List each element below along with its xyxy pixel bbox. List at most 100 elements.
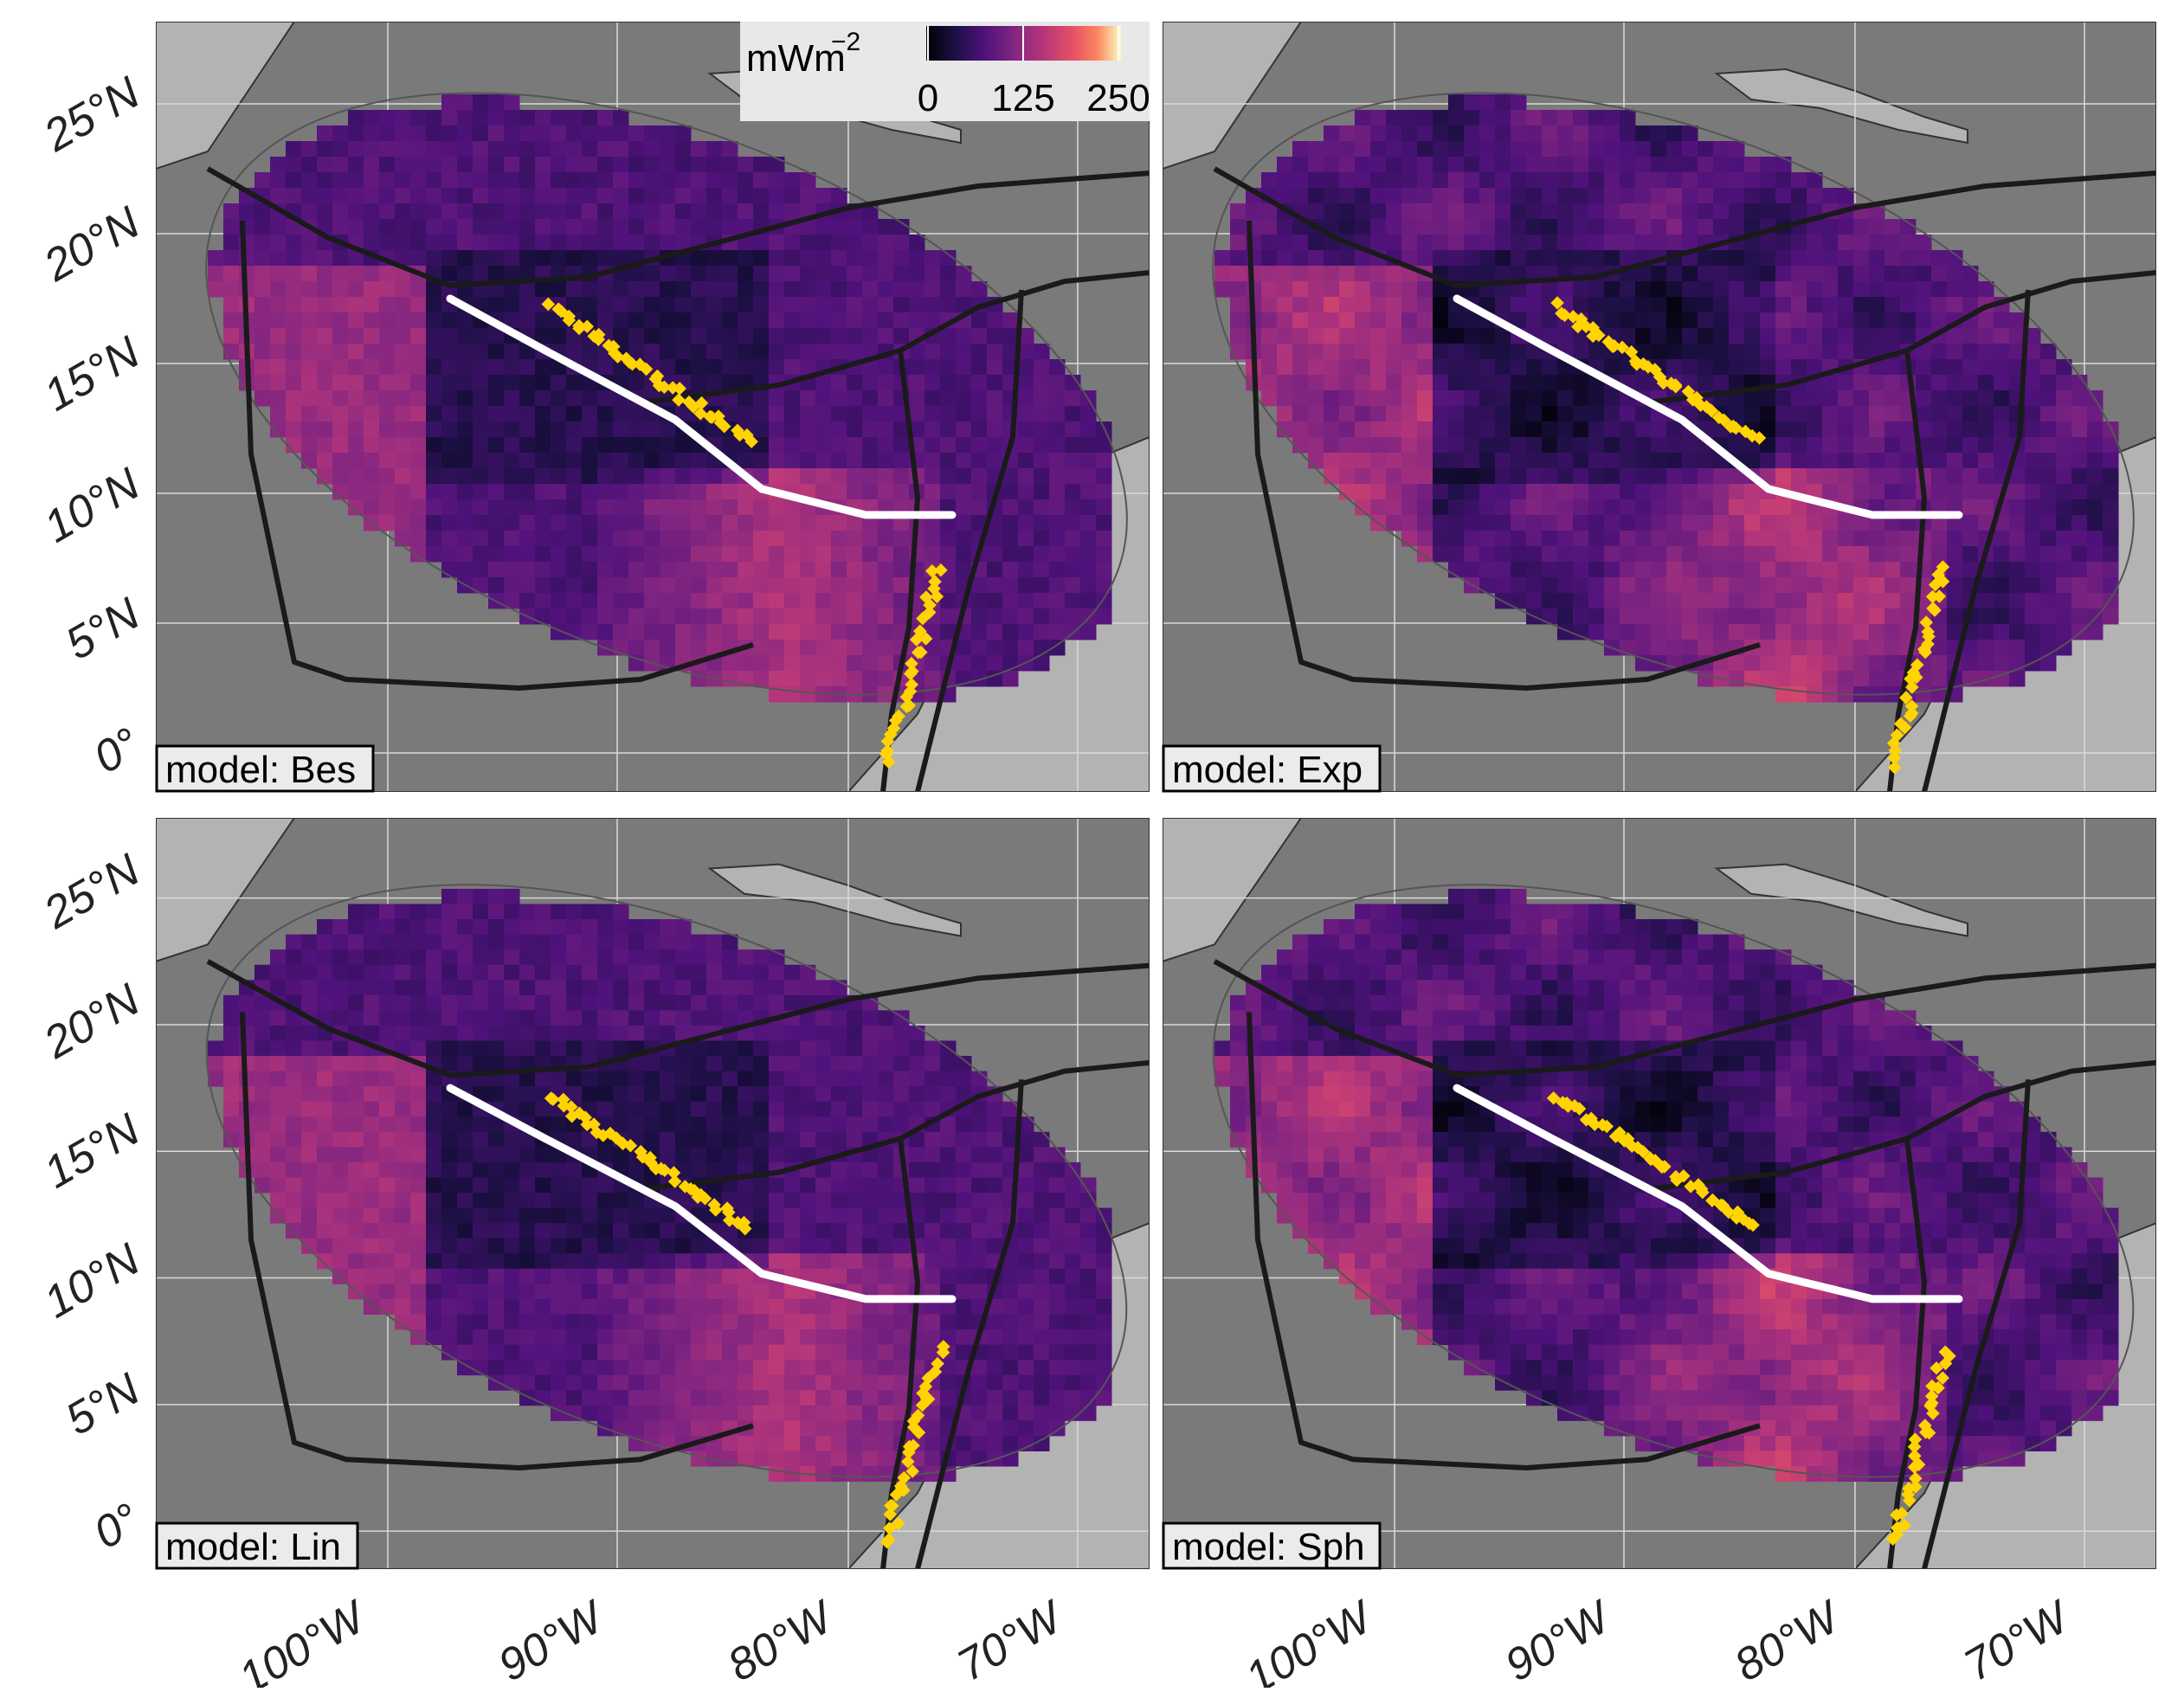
heat-cell (769, 608, 785, 625)
heat-cell (473, 453, 489, 469)
heat-cell (2087, 499, 2103, 516)
heat-cell (940, 453, 957, 469)
heat-cell (644, 1406, 660, 1421)
heat-cell (971, 1116, 988, 1132)
heat-cell (1666, 515, 1683, 531)
heat-cell (675, 266, 692, 282)
heat-cell (488, 390, 505, 407)
heat-cell (1355, 188, 1371, 204)
heat-cell (691, 624, 707, 640)
heat-cell (441, 125, 458, 142)
heat-cell (644, 1360, 660, 1375)
heat-cell (956, 281, 972, 298)
heat-cell (348, 110, 364, 126)
heat-cell (800, 1390, 816, 1406)
heat-cell (1604, 390, 1620, 407)
heat-cell (582, 453, 598, 469)
heat-cell (488, 1283, 505, 1299)
heat-cell (987, 328, 1003, 344)
heat-cell (1822, 390, 1839, 407)
heat-cell (410, 1177, 427, 1193)
heat-cell (426, 421, 442, 438)
heat-cell (286, 1193, 302, 1208)
heat-cell (1355, 266, 1371, 282)
heat-cell (644, 125, 660, 142)
heat-cell (753, 390, 770, 407)
heat-cell (566, 281, 583, 298)
heat-cell (1588, 515, 1605, 531)
heat-cell (2025, 531, 2041, 547)
heat-cell (722, 1071, 738, 1087)
heat-cell (987, 1147, 1003, 1162)
heat-cell (566, 531, 583, 547)
heat-cell (1495, 203, 1511, 220)
heat-cell (286, 1116, 302, 1132)
heat-cell (1324, 359, 1340, 376)
heat-cell (660, 1345, 676, 1361)
heat-cell (426, 297, 442, 313)
heat-cell (582, 577, 598, 594)
heat-cell (254, 1086, 271, 1102)
heat-cell (800, 250, 816, 267)
heat-cell (909, 297, 925, 313)
heat-cell (379, 437, 396, 454)
heat-cell (1853, 624, 1870, 640)
heat-cell (1080, 546, 1097, 563)
heat-cell (1370, 468, 1387, 485)
heat-cell (1760, 593, 1776, 609)
heat-cell (566, 375, 583, 391)
heat-cell (847, 1040, 863, 1056)
heat-cell (566, 188, 583, 204)
heat-cell (426, 919, 442, 935)
heat-cell (722, 995, 738, 1011)
heat-cell (1448, 359, 1465, 376)
heat-cell (800, 1223, 816, 1238)
heat-cell (753, 453, 770, 469)
heat-cell (2056, 546, 2072, 563)
heat-cell (675, 281, 692, 298)
heat-cell (878, 297, 894, 313)
heat-cell (2040, 421, 2057, 438)
heat-cell (364, 141, 380, 158)
heat-cell (426, 110, 442, 126)
heat-cell (1401, 157, 1418, 173)
heat-cell (426, 1314, 442, 1329)
heat-cell (395, 1086, 411, 1102)
heat-cell (582, 1010, 598, 1026)
heat-cell (831, 546, 847, 563)
heat-cell (2056, 531, 2072, 547)
heat-cell (675, 453, 692, 469)
heat-cell (1916, 359, 1932, 376)
heat-cell (1884, 453, 1901, 469)
heat-cell (628, 546, 645, 563)
heat-cell (706, 1406, 723, 1421)
heat-cell (628, 375, 645, 391)
heat-cell (971, 1375, 988, 1391)
heat-cell (613, 421, 629, 438)
heat-cell (519, 1253, 536, 1269)
heat-cell (2087, 593, 2103, 609)
heat-cell (519, 406, 536, 422)
heat-cell (1666, 546, 1683, 563)
heat-cell (660, 1406, 676, 1421)
heat-cell (1065, 531, 1081, 547)
heat-cell (1713, 359, 1730, 376)
heat-cell (878, 219, 894, 235)
heat-cell (1002, 640, 1019, 656)
heat-cell (364, 949, 380, 965)
heat-cell (893, 453, 910, 469)
heat-cell (1401, 110, 1418, 126)
heat-cell (706, 1040, 723, 1056)
heat-cell (1729, 219, 1745, 235)
heat-cell (441, 468, 458, 485)
heat-cell (1542, 188, 1558, 204)
heat-cell (644, 297, 660, 313)
heat-cell (317, 1071, 333, 1087)
heat-cell (488, 110, 505, 126)
heat-cell (1635, 219, 1652, 235)
heat-cell (410, 1132, 427, 1148)
heat-cell (613, 1329, 629, 1345)
heat-cell (1807, 235, 1823, 251)
heat-cell (1588, 577, 1605, 594)
heat-cell (488, 1040, 505, 1056)
